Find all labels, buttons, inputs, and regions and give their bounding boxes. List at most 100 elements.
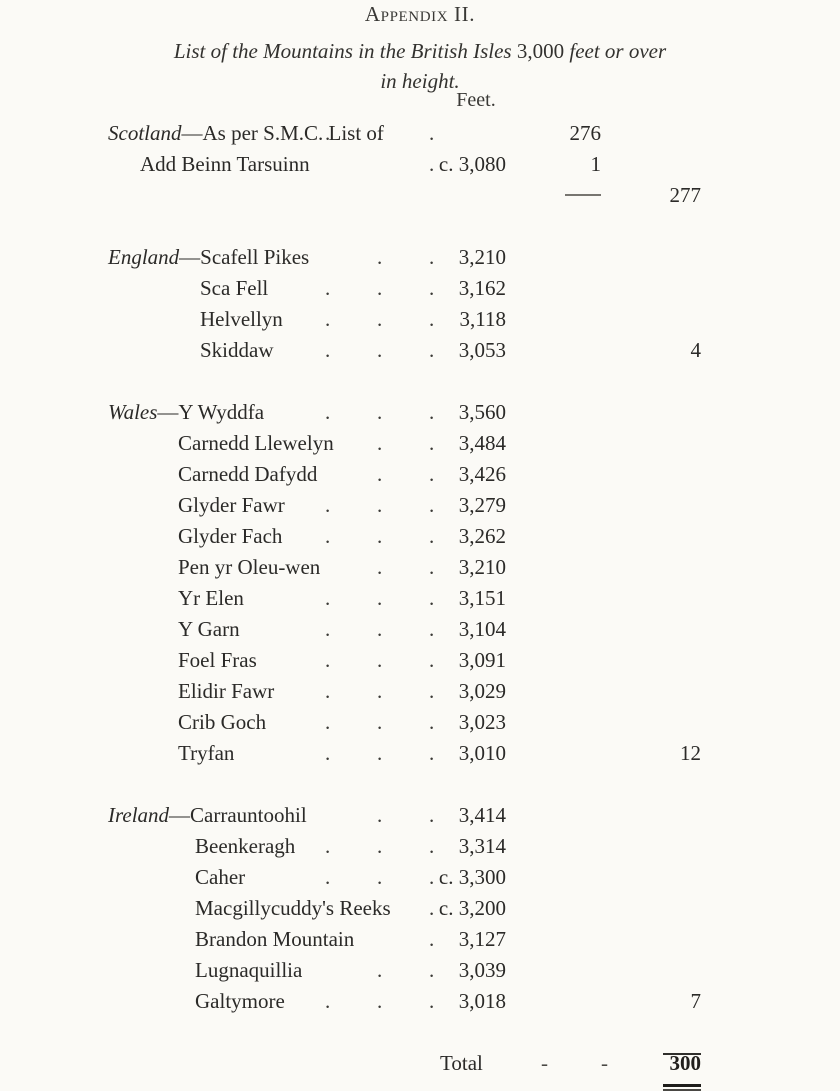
column-header-feet: Feet.: [456, 89, 496, 111]
leader-dot: .: [429, 338, 435, 362]
mountain-height: 3,210: [458, 245, 506, 269]
total-value: 300: [669, 1051, 702, 1075]
table-row: Glyder Fach... 3,262: [0, 521, 840, 552]
table-row: Elidir Fawr... 3,029: [0, 676, 840, 707]
mountain-height: 3,279: [458, 493, 506, 517]
country-dash: —As per S.M.C. List of: [181, 121, 384, 145]
country-label: Scotland—As per S.M.C. List of: [108, 121, 384, 145]
leader-dot: .: [429, 648, 435, 672]
leader-dot: .: [377, 648, 383, 672]
leader-dot: .: [377, 431, 383, 455]
leader-dot: .: [325, 586, 331, 610]
mountain-name: Add Beinn Tarsuinn: [140, 152, 310, 176]
mountain-height: 3,262: [458, 524, 506, 548]
table-row: Caher... c. 3,300: [0, 862, 840, 893]
mountain-name: Carnedd Llewelyn: [178, 431, 334, 455]
mountain-name: Sca Fell: [200, 276, 269, 300]
table-row: Carnedd Llewelyn.. 3,484: [0, 428, 840, 459]
mountain-height: 3,560: [458, 400, 506, 424]
leader-dot: .: [325, 121, 331, 145]
leader-dot: .: [429, 555, 435, 579]
page-subtitle: List of the Mountains in the British Isl…: [0, 36, 840, 96]
subtitle-threshold-number: 3,000: [516, 39, 565, 63]
mountain-name: Glyder Fawr: [178, 493, 285, 517]
leader-dot: .: [429, 400, 435, 424]
leader-dot: .: [325, 710, 331, 734]
leader-dot: .: [325, 617, 331, 641]
leader-dot: .: [377, 307, 383, 331]
mountain-height: 3,029: [458, 679, 506, 703]
leader-dot: .: [429, 617, 435, 641]
section-count: 12: [680, 741, 701, 765]
leader-dot: .: [429, 276, 435, 300]
country-label: England—Scafell Pikes: [108, 245, 310, 269]
mountain-height: 3,151: [458, 586, 506, 610]
leader-dot: .: [429, 431, 435, 455]
mountain-name: Carnedd Dafydd: [178, 462, 318, 486]
leader-dot: .: [325, 741, 331, 765]
total-spacer: [0, 1017, 840, 1048]
subtotal-rule: [565, 194, 601, 196]
leader-dot: .: [325, 989, 331, 1013]
leader-dot: .: [377, 679, 383, 703]
table-row: Ireland—Carrauntoohil.. 3,414: [0, 800, 840, 831]
mountain-height: 3,023: [458, 710, 506, 734]
leader-dot: .: [325, 338, 331, 362]
mountain-height: 3,162: [458, 276, 506, 300]
leader-dot: .: [377, 555, 383, 579]
leader-dot: .: [429, 152, 435, 176]
page-title: Appendix II.: [364, 2, 476, 26]
leader-dot: .: [377, 586, 383, 610]
leader-dot: .: [325, 834, 331, 858]
table-row: Wales—Y Wyddfa... 3,560: [0, 397, 840, 428]
table-row: Sca Fell... 3,162: [0, 273, 840, 304]
leader-dot: .: [429, 710, 435, 734]
table-row: Brandon Mountain. 3,127: [0, 924, 840, 955]
leader-dot: .: [429, 834, 435, 858]
leader-dot: .: [377, 338, 383, 362]
leader-dot: .: [377, 834, 383, 858]
leader-dot: .: [429, 307, 435, 331]
mountain-name: Tryfan: [178, 741, 235, 765]
table-row: Y Garn... 3,104: [0, 614, 840, 645]
table-row: Carnedd Dafydd.. 3,426: [0, 459, 840, 490]
leader-dot: .: [429, 245, 435, 269]
subtitle-line-two: in height.: [380, 69, 460, 93]
section-count: 277: [669, 183, 702, 207]
country-dash: —Y Wyddfa: [157, 400, 265, 424]
leader-dot: .: [429, 865, 435, 889]
mountain-name: Helvellyn: [200, 307, 283, 331]
leader-dot: .: [325, 865, 331, 889]
table-row: Yr Elen... 3,151: [0, 583, 840, 614]
mountain-name: Brandon Mountain: [195, 927, 355, 951]
section-count: 7: [690, 989, 702, 1013]
mountain-name: Skiddaw: [200, 338, 274, 362]
mountain-height: 3,210: [458, 555, 506, 579]
leader-dot: .: [429, 586, 435, 610]
mountain-height: 3,053: [458, 338, 506, 362]
leader-dot: .: [377, 276, 383, 300]
country-dash: —Scafell Pikes: [179, 245, 310, 269]
table-row: Crib Goch... 3,023: [0, 707, 840, 738]
mountain-height: 3,039: [458, 958, 506, 982]
country-dash: —Carrauntoohil: [169, 803, 307, 827]
subtitle-text-part2: feet or over: [564, 39, 667, 63]
mountain-name: Galtymore: [195, 989, 285, 1013]
mountain-height: 3,426: [458, 462, 506, 486]
subtitle-text-part1: List of the Mountains in the British Isl…: [173, 39, 517, 63]
leader-dot: .: [377, 121, 383, 145]
mountain-name: Foel Fras: [178, 648, 257, 672]
table-row: Pen yr Oleu-wen.. 3,210: [0, 552, 840, 583]
mountain-name: Beenkeragh: [195, 834, 296, 858]
total-rule-below-first: [663, 1084, 701, 1087]
leader-dot: .: [377, 400, 383, 424]
subtotal-rule-row: 277: [0, 180, 840, 211]
leader-dot: .: [377, 865, 383, 889]
mountain-height: 3,104: [458, 617, 506, 641]
table-row: Foel Fras... 3,091: [0, 645, 840, 676]
leader-dot: .: [429, 493, 435, 517]
leader-dot: .: [377, 617, 383, 641]
mountain-height: 3,414: [458, 803, 506, 827]
leader-dot: .: [429, 679, 435, 703]
